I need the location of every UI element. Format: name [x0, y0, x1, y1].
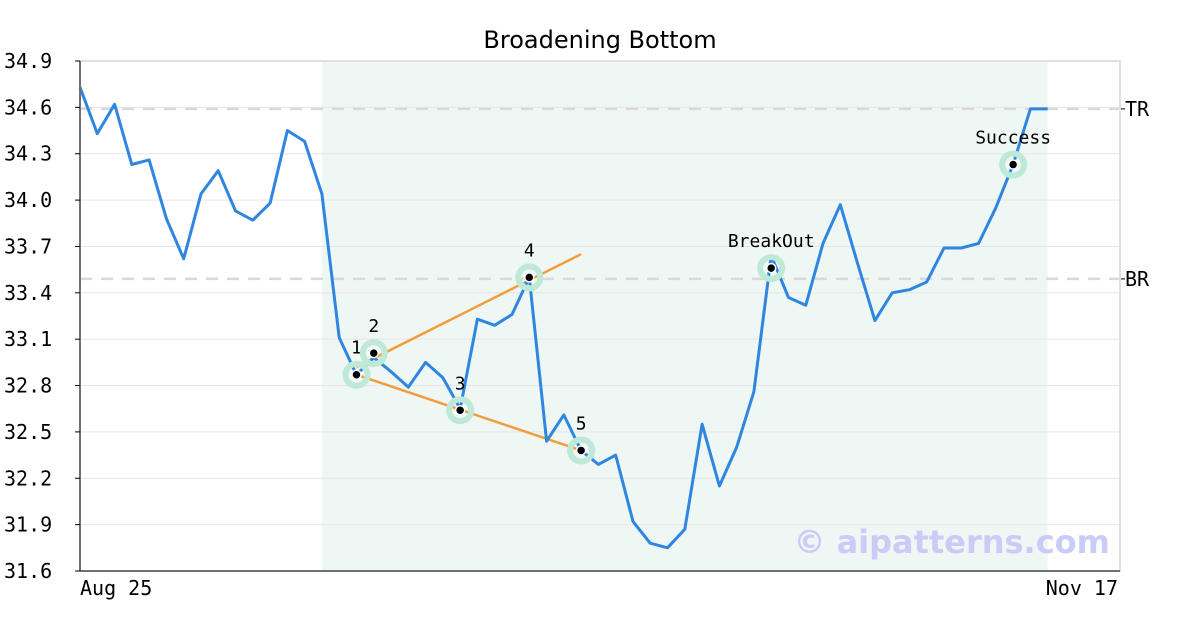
upper-trendline: [355, 253, 582, 369]
axes: [75, 60, 1121, 572]
y-tick-label: 34.0: [4, 188, 52, 212]
y-tick-label: 34.9: [4, 49, 52, 73]
point-halo-5: [567, 436, 596, 465]
point-halo-3: [446, 396, 475, 425]
point-label-success: Success: [975, 128, 1051, 149]
y-tick-label: 34.6: [4, 95, 52, 119]
level-label-tr: TR: [1125, 97, 1150, 121]
point-label-3: 3: [455, 373, 466, 394]
x-tick-label-start: Aug 25: [80, 576, 152, 600]
y-tick-label: 32.2: [4, 466, 52, 490]
y-tick-label: 34.3: [4, 142, 52, 166]
point-label-2: 2: [368, 316, 379, 337]
point-marker-4: [524, 272, 535, 283]
point-halo-breakout: [757, 254, 786, 283]
point-label-5: 5: [576, 413, 587, 434]
point-halo-1: [342, 360, 371, 389]
point-label-4: 4: [524, 240, 535, 261]
price-line: [78, 86, 1048, 550]
pattern-points: 12 3 4 5 BreakOut Success: [342, 128, 1051, 465]
pattern-region-layer: [321, 61, 1048, 571]
chart-title: Broadening Bottom: [483, 26, 716, 54]
point-marker-success: [1007, 159, 1019, 170]
pattern-region: [321, 61, 1048, 571]
level-label-br: BR: [1125, 267, 1150, 291]
point-marker-breakout: [765, 262, 777, 274]
point-halo-success: [999, 150, 1028, 179]
y-tick-label: 31.6: [4, 559, 52, 583]
y-tick-label: 33.1: [4, 327, 52, 351]
y-tick-label: 33.4: [4, 281, 52, 305]
x-tick-label-end: Nov 17: [1046, 576, 1118, 600]
point-label-1: 1: [351, 338, 362, 359]
point-marker-3: [454, 405, 466, 416]
level-lines: TR BR: [80, 97, 1150, 291]
y-tick-labels: 31.6 31.9 32.2 32.5 32.8 33.1 33.4 33.7 34.0 34.3…: [4, 49, 52, 583]
watermark: © aipatterns.com: [793, 523, 1110, 561]
y-tick-label: 33.7: [4, 234, 52, 258]
point-marker-5: [575, 445, 587, 456]
y-tick-label: 32.5: [4, 420, 52, 444]
point-marker-1: [351, 369, 362, 380]
price-series: [78, 86, 1048, 550]
y-tick-label: 32.8: [4, 374, 52, 398]
point-halo-4: [515, 263, 544, 292]
point-marker-2: [368, 347, 380, 359]
point-halo-2: [359, 339, 388, 368]
point-label-breakout: BreakOut: [728, 231, 815, 252]
y-tick-label: 31.9: [4, 513, 52, 537]
